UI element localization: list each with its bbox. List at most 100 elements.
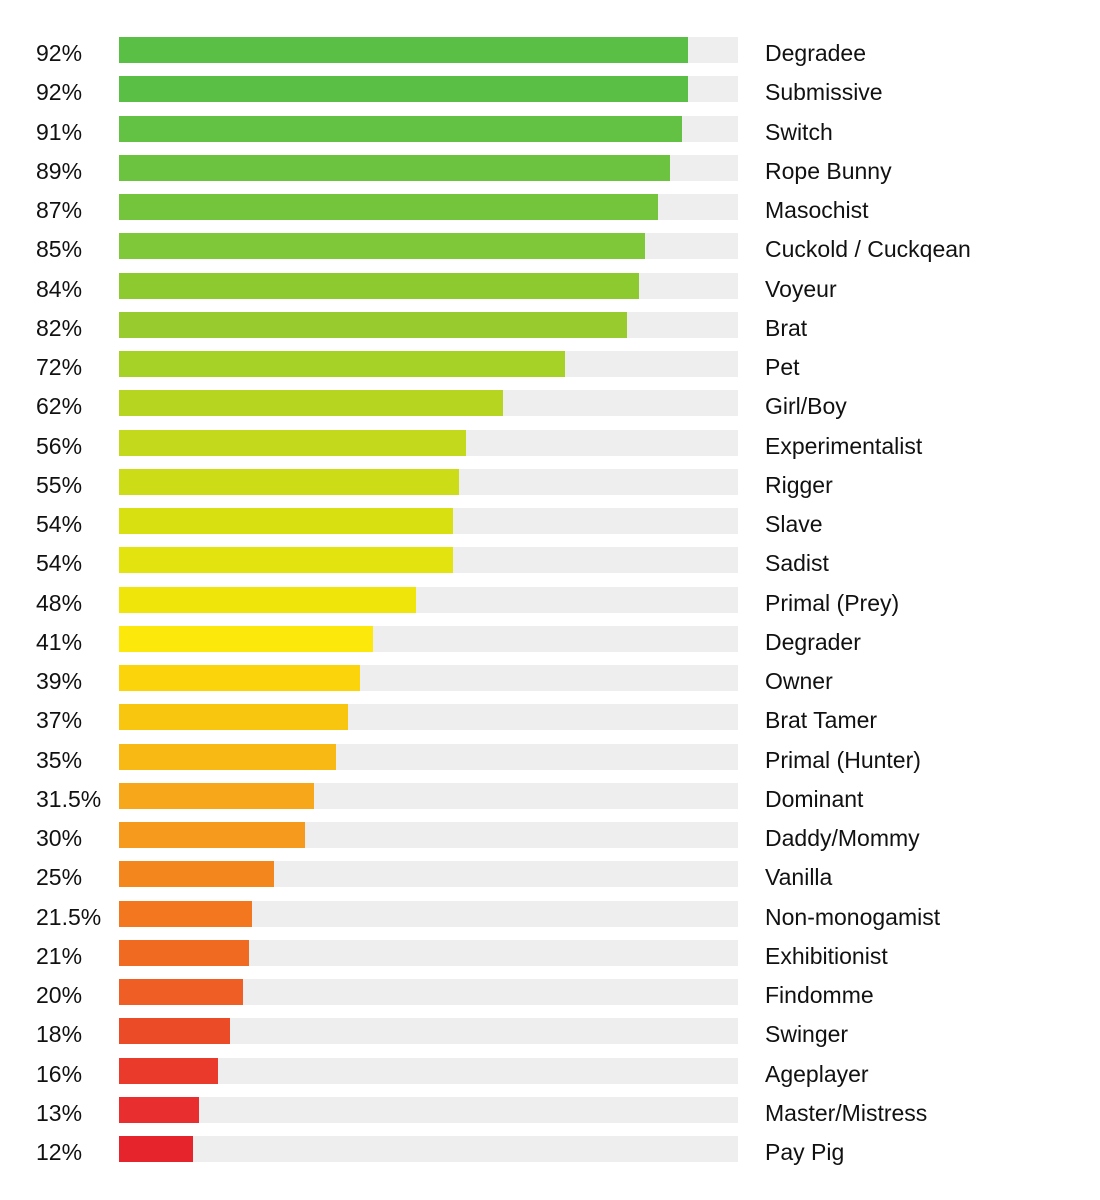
- category-label: Cuckold / Cuckqean: [765, 236, 971, 262]
- bar-track: [119, 233, 738, 259]
- bar-track: [119, 901, 738, 927]
- bar: [119, 822, 305, 848]
- bar-track: [119, 665, 738, 691]
- bar-track: [119, 312, 738, 338]
- bar-track: [119, 430, 738, 456]
- category-label: Masochist: [765, 197, 869, 223]
- bar-track: [119, 273, 738, 299]
- category-label: Owner: [765, 668, 833, 694]
- category-label: Switch: [765, 119, 833, 145]
- value-label: 21.5%: [36, 904, 102, 930]
- bar-track: [119, 1136, 738, 1162]
- bar-track: [119, 469, 738, 495]
- bar: [119, 783, 314, 809]
- category-label: Rigger: [765, 472, 833, 498]
- bar: [119, 233, 646, 259]
- value-label: 48%: [36, 590, 83, 616]
- value-label: 84%: [36, 276, 83, 302]
- bar-track: [119, 1058, 738, 1084]
- bar: [119, 469, 460, 495]
- category-label: Experimentalist: [765, 433, 923, 459]
- bar-track: [119, 76, 738, 102]
- category-label: Swinger: [765, 1021, 849, 1047]
- bar-track: [119, 194, 738, 220]
- value-label: 54%: [36, 511, 83, 537]
- value-label: 41%: [36, 629, 83, 655]
- bar-track: [119, 861, 738, 887]
- value-label: 16%: [36, 1061, 83, 1087]
- bar-track: [119, 744, 738, 770]
- category-label: Ageplayer: [765, 1061, 869, 1087]
- category-label: Vanilla: [765, 864, 833, 890]
- value-label: 12%: [36, 1139, 83, 1165]
- category-label: Degradee: [765, 40, 867, 66]
- bar: [119, 37, 689, 63]
- category-label: Exhibitionist: [765, 943, 888, 969]
- value-label: 20%: [36, 982, 83, 1008]
- category-label: Pay Pig: [765, 1139, 845, 1165]
- value-label: 85%: [36, 236, 83, 262]
- bar-track: [119, 37, 738, 63]
- value-label: 87%: [36, 197, 83, 223]
- bar: [119, 1136, 194, 1162]
- bar: [119, 626, 373, 652]
- bar-track: [119, 1097, 738, 1123]
- value-label: 62%: [36, 393, 83, 419]
- category-label: Master/Mistress: [765, 1100, 928, 1126]
- category-label: Primal (Prey): [765, 590, 900, 616]
- bar: [119, 194, 658, 220]
- bar: [119, 665, 361, 691]
- value-label: 25%: [36, 864, 83, 890]
- category-label: Findomme: [765, 982, 874, 1008]
- category-label: Degrader: [765, 629, 861, 655]
- value-label: 55%: [36, 472, 83, 498]
- category-label: Rope Bunny: [765, 158, 892, 184]
- bar: [119, 1058, 219, 1084]
- value-label: 92%: [36, 79, 83, 105]
- bar-track: [119, 704, 738, 730]
- bar-track: [119, 155, 738, 181]
- bar: [119, 76, 689, 102]
- value-label: 18%: [36, 1021, 83, 1047]
- bar-track: [119, 783, 738, 809]
- bar-track: [119, 547, 738, 573]
- category-label: Dominant: [765, 786, 864, 812]
- category-label: Brat: [765, 315, 808, 341]
- bar-track: [119, 587, 738, 613]
- bar: [119, 155, 670, 181]
- category-label: Brat Tamer: [765, 707, 878, 733]
- category-label: Voyeur: [765, 276, 837, 302]
- value-label: 91%: [36, 119, 83, 145]
- category-label: Girl/Boy: [765, 393, 847, 419]
- bar: [119, 861, 274, 887]
- bar: [119, 940, 249, 966]
- bar-track: [119, 940, 738, 966]
- value-label: 13%: [36, 1100, 83, 1126]
- value-label: 56%: [36, 433, 83, 459]
- bar-track: [119, 822, 738, 848]
- category-label: Submissive: [765, 79, 883, 105]
- value-label: 72%: [36, 354, 83, 380]
- bar: [119, 587, 417, 613]
- bar: [119, 508, 454, 534]
- value-label: 89%: [36, 158, 83, 184]
- bar: [119, 351, 565, 377]
- category-label: Pet: [765, 354, 800, 380]
- bar-track: [119, 979, 738, 1005]
- value-label: 31.5%: [36, 786, 102, 812]
- value-label: 21%: [36, 943, 83, 969]
- category-label: Sadist: [765, 550, 829, 576]
- bar: [119, 704, 349, 730]
- bar: [119, 979, 243, 1005]
- bar-track: [119, 390, 738, 416]
- value-label: 92%: [36, 40, 83, 66]
- bar: [119, 273, 639, 299]
- category-label: Daddy/Mommy: [765, 825, 920, 851]
- bar: [119, 1097, 200, 1123]
- bar-track: [119, 351, 738, 377]
- category-label: Non-monogamist: [765, 904, 941, 930]
- bar: [119, 547, 454, 573]
- bar-track: [119, 508, 738, 534]
- value-label: 82%: [36, 315, 83, 341]
